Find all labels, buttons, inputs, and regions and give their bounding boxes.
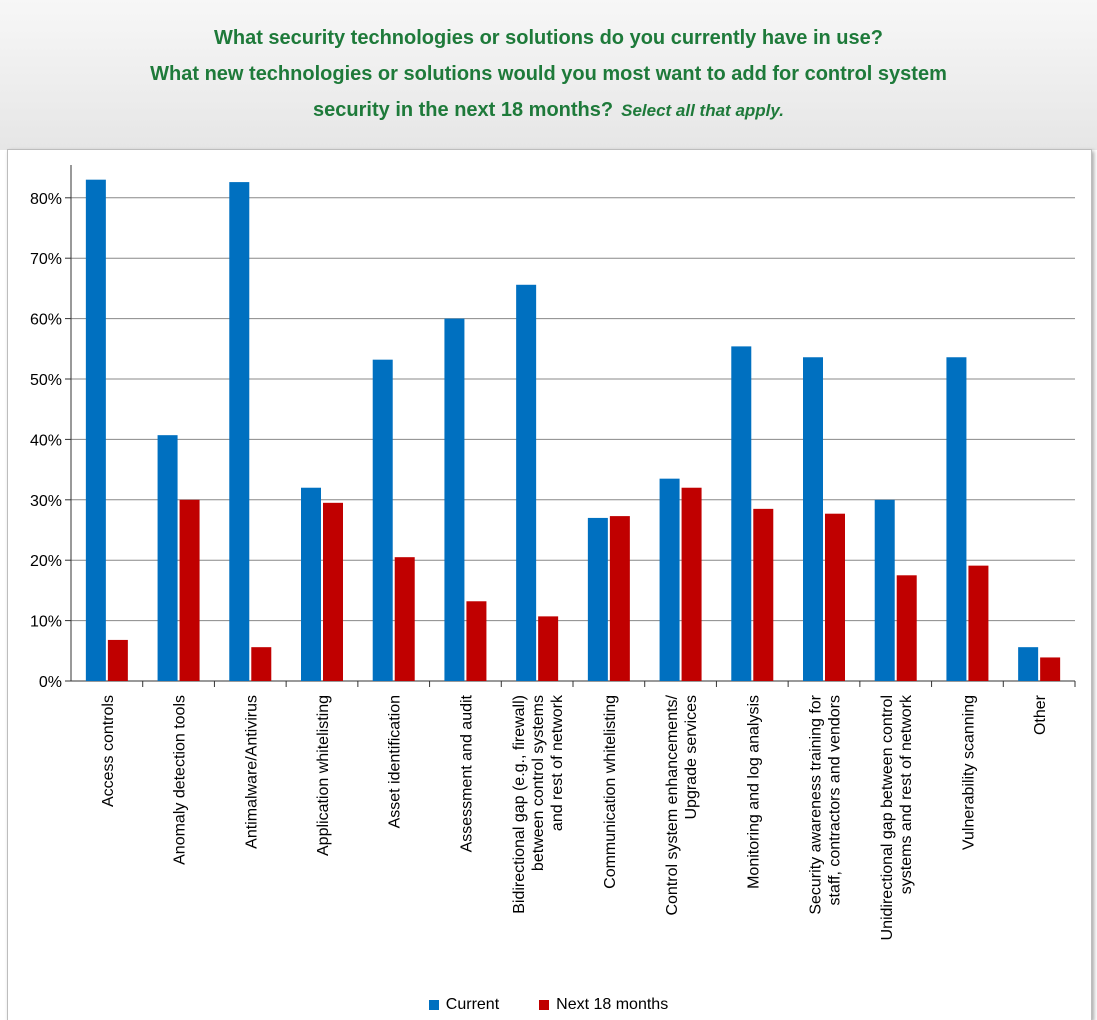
x-category-label-line: and rest of network <box>549 694 566 831</box>
bar-next <box>466 601 487 681</box>
y-tick-label: 40% <box>30 432 62 449</box>
x-category-label-line: Control system enhancements/ <box>664 694 681 915</box>
bar-next <box>538 616 559 681</box>
bar-next <box>107 639 128 681</box>
y-tick-label: 0% <box>39 674 62 691</box>
bar-current <box>157 435 178 681</box>
x-category-label: Asset identification <box>387 695 404 828</box>
bar-current <box>372 359 393 681</box>
x-category-label-line: Access controls <box>100 695 117 807</box>
y-tick-label: 70% <box>30 251 62 268</box>
bar-current <box>803 357 823 681</box>
y-tick-label: 30% <box>30 493 62 510</box>
legend-swatch-current <box>428 999 439 1010</box>
x-category-label: Vulnerability scanning <box>960 695 977 850</box>
x-category-label-line: Unidirectional gap between control <box>879 695 896 940</box>
y-tick-label: 20% <box>30 553 62 570</box>
bar-current <box>85 179 106 681</box>
x-category-label: Assessment and audit <box>458 694 475 852</box>
y-tick-label: 80% <box>30 191 62 208</box>
x-category-label-line: Other <box>1032 694 1049 735</box>
x-category-label-line: Asset identification <box>387 695 404 828</box>
question-header: What security technologies or solutions … <box>0 0 1097 150</box>
bar-current <box>874 499 895 681</box>
x-category-label: Application whitelisting <box>315 695 332 856</box>
x-category-label-line: Bidirectional gap (e.g., firewall) <box>511 695 528 914</box>
bar-current <box>229 182 250 681</box>
x-category-label-line: Anomaly detection tools <box>172 695 189 865</box>
bar-current <box>516 284 537 681</box>
legend-item-next: Next 18 months <box>539 996 668 1014</box>
bar-next <box>825 513 845 681</box>
x-category-label: Security awareness training for staff, co… <box>808 694 844 914</box>
y-tick-label: 60% <box>30 312 62 329</box>
x-category-label: Unidirectional gap between control system… <box>879 694 915 940</box>
bar-next <box>753 508 774 681</box>
x-category-label: Other <box>1032 694 1049 735</box>
bar-current <box>587 517 608 681</box>
x-category-label: Control system enhancements/Upgrade serv… <box>664 694 700 915</box>
legend-label-current: Current <box>445 995 500 1013</box>
x-category-label-line: Monitoring and log analysis <box>745 695 762 889</box>
bar-current <box>301 487 321 681</box>
chart-legend: Current Next 18 months <box>0 990 1097 1019</box>
x-category-label-line: Vulnerability scanning <box>960 695 977 850</box>
y-tick-label: 50% <box>30 372 62 389</box>
legend-label-next: Next 18 months <box>556 995 669 1013</box>
bar-current <box>731 346 752 681</box>
select-all-note: Select all that apply. <box>621 101 784 120</box>
bar-next <box>968 565 989 681</box>
x-category-label-line: Assessment and audit <box>458 694 475 852</box>
legend-swatch-next <box>539 999 550 1010</box>
bar-current <box>946 357 967 681</box>
question-line-2: What new technologies or solutions would… <box>150 63 947 85</box>
question-line-1: What security technologies or solutions … <box>213 27 883 49</box>
x-category-label: Access controls <box>100 695 117 807</box>
bar-next <box>609 516 630 681</box>
x-category-label: Communication whitelisting <box>602 695 619 889</box>
bar-current <box>444 318 465 681</box>
bar-next <box>1040 657 1061 681</box>
bar-current <box>659 478 680 681</box>
x-category-label-line: staff, contractors and vendors <box>827 695 844 905</box>
bar-next <box>681 487 702 681</box>
x-category-label: Bidirectional gap (e.g., firewall) betwee… <box>511 694 566 914</box>
legend-item-current: Current <box>428 995 500 1014</box>
question-line-3: security in the next 18 months? Select al… <box>0 99 1097 122</box>
bar-next <box>179 499 200 681</box>
x-category-label: Monitoring and log analysis <box>745 695 762 889</box>
x-category-label-line: Upgrade services <box>683 695 700 820</box>
x-category-label-line: systems and rest of network <box>898 694 915 894</box>
x-category-label: Anomaly detection tools <box>172 695 189 865</box>
x-category-label-line: between control systems <box>530 695 547 871</box>
y-tick-label: 10% <box>30 614 62 631</box>
x-category-label-line: Communication whitelisting <box>602 695 619 889</box>
question-line-3-text: security in the next 18 months? <box>313 99 614 121</box>
x-category-label: Antimalware/Antivirus <box>243 695 260 849</box>
bar-next <box>251 647 272 681</box>
x-category-label-line: Antimalware/Antivirus <box>243 695 260 849</box>
x-category-label-line: Security awareness training for <box>808 694 825 914</box>
bar-next <box>394 557 415 681</box>
bar-current <box>1018 647 1039 681</box>
x-category-label-line: Application whitelisting <box>315 695 332 856</box>
bar-next <box>323 502 343 681</box>
bar-next <box>896 575 917 681</box>
